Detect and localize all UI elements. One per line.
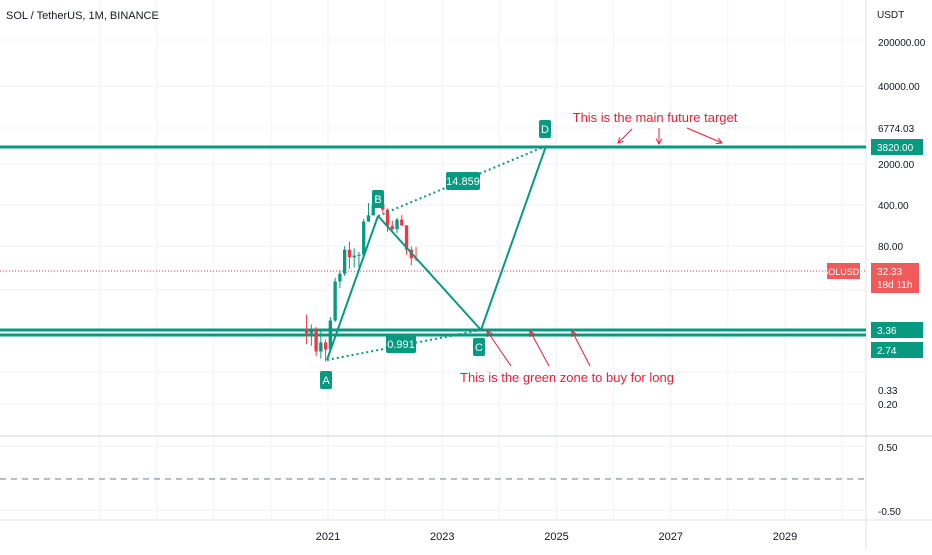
candle-body (404, 225, 409, 250)
annotation-arrow-head (529, 330, 536, 338)
currency-label: USDT (877, 10, 905, 21)
annotation-main-target: This is the main future target (573, 110, 738, 125)
symbol-badge-label: SOLUSDT (822, 267, 865, 277)
level-price-label: 2.74 (877, 346, 897, 357)
price-axis-tick: 400.00 (878, 201, 909, 212)
annotation-green-zone: This is the green zone to buy for long (460, 370, 674, 385)
level-price-badge (871, 139, 923, 155)
candle-body (390, 225, 394, 230)
time-axis-tick: 2027 (659, 531, 683, 543)
candle-body (328, 320, 333, 350)
candle-body (304, 329, 309, 334)
candle-body (385, 209, 390, 226)
annotation-arrow (686, 127, 723, 144)
candle-body (400, 219, 404, 226)
symbol-badge (827, 263, 860, 279)
candle-body (371, 204, 375, 216)
indicator-axis-tick: -0.50 (878, 507, 901, 518)
annotation-arrow (617, 128, 633, 144)
level-price-badge (871, 342, 923, 358)
pattern-ratio-line-ac (326, 329, 482, 361)
candle-body (357, 254, 361, 256)
annotation-arrow (571, 330, 591, 367)
annotation-arrow (486, 330, 512, 367)
pattern-point-label-c: C (475, 342, 483, 354)
candle-body (323, 342, 328, 350)
price-axis-tick: 200000.00 (878, 38, 926, 49)
pattern-point-badge-b (372, 190, 384, 208)
annotation-arrow-head (655, 138, 663, 146)
pattern-point-label-d: D (541, 124, 549, 136)
ratio-badge (386, 335, 416, 353)
candle-body (314, 329, 318, 352)
price-axis-tick: 80.00 (878, 242, 903, 253)
candle-body (395, 219, 399, 230)
symbol-title: SOL / TetherUS, 1M, BINANCE (6, 10, 159, 22)
pattern-point-label-a: A (322, 375, 330, 387)
ratio-badge (446, 172, 480, 190)
time-axis-tick: 2021 (316, 531, 340, 543)
price-axis-tick: 40000.00 (878, 82, 920, 93)
candle-body (347, 249, 352, 258)
price-axis-tick: 0.20 (878, 400, 898, 411)
level-price-badge (871, 322, 923, 338)
price-axis-tick: 6774.03 (878, 124, 915, 135)
pattern-leg-bc (377, 215, 482, 331)
ratio-label: 14.859 (446, 176, 480, 188)
annotation-arrow-head (715, 137, 723, 145)
ratio-label: 0.991 (387, 339, 415, 351)
time-axis-tick: 2029 (773, 531, 797, 543)
last-price-value: 32.33 (877, 267, 902, 278)
candle-body (309, 329, 314, 334)
price-axis-tick: 0.33 (878, 386, 898, 397)
pattern-point-label-b: B (374, 194, 381, 206)
annotation-arrow (529, 330, 550, 367)
candle-body (319, 342, 323, 352)
pattern-point-badge-c (473, 338, 485, 356)
level-price-label: 3820.00 (877, 143, 914, 154)
candle-body (342, 249, 347, 274)
candle-body (366, 215, 371, 222)
indicator-axis-tick: 0.50 (878, 443, 898, 454)
time-axis-tick: 2023 (430, 531, 454, 543)
last-price-badge (871, 263, 919, 293)
candle-body (362, 221, 366, 255)
last-price-countdown: 18d 11h (877, 280, 912, 291)
annotation-arrow-head (617, 137, 624, 144)
candle-body (333, 281, 337, 321)
price-axis-tick: 2000.00 (878, 160, 915, 171)
pattern-leg-ab (326, 215, 379, 361)
time-axis-tick: 2025 (544, 531, 568, 543)
annotation-arrow-head (486, 330, 493, 338)
pattern-leg-cd (480, 145, 547, 331)
level-price-label: 3.36 (877, 326, 897, 337)
candle-body (338, 273, 342, 282)
pattern-point-badge-a (320, 371, 332, 389)
candle-body (352, 255, 356, 258)
pattern-point-badge-d (539, 120, 551, 138)
annotation-arrow-head (571, 330, 578, 338)
